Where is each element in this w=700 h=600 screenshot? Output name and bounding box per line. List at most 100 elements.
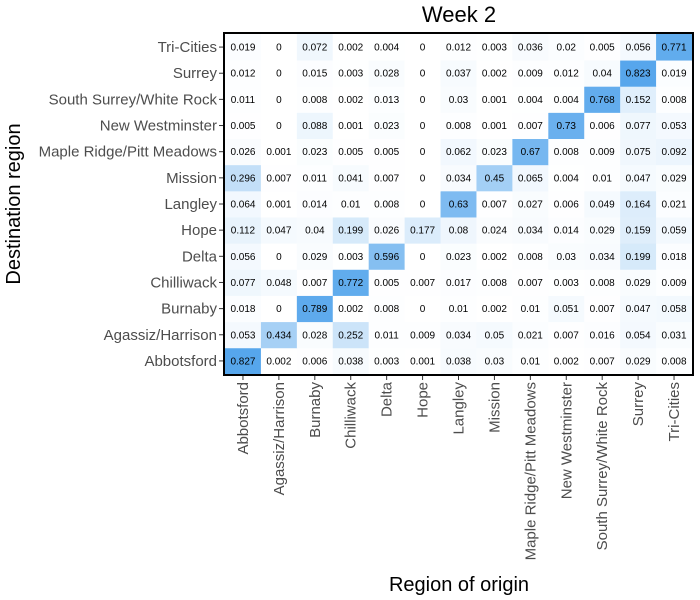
cell-value-label: 0.002 [338,43,363,54]
cell-value-label: 0.73 [557,121,577,132]
heatmap-cell [656,295,693,323]
cell-value-label: 0.011 [303,173,328,184]
heatmap-cell [404,347,441,375]
heatmap-cell [476,164,513,192]
cell-value-label: 0 [420,95,426,106]
heatmap-cell [225,190,262,218]
cell-value-label: 0.008 [446,121,471,132]
cell-value-label: 0.047 [626,304,651,315]
heatmap-cell [548,321,585,349]
heatmap-cell [368,112,406,140]
y-axis-ticks: Abbotsford Agassiz/Harrison Burnaby Chilliw… [39,39,224,370]
heatmap-cell [260,112,298,140]
cell-value-label: 0.003 [374,356,399,367]
heatmap-cell [404,269,441,296]
heatmap-cell [548,112,585,140]
heatmap-cell [620,34,657,61]
x-tick-label: South Surrey/White Rock [594,382,611,551]
cell-value-label: 0.008 [662,356,687,367]
heatmap-cell [260,164,298,192]
heatmap-cell [404,112,441,140]
y-tick-label: Maple Ridge/Pitt Meadows [39,144,217,161]
cell-value-label: 0.029 [590,226,615,237]
y-tick-label: Surrey [173,65,218,82]
y-tick-label: Agassiz/Harrison [104,327,217,344]
cell-value-label: 0.03 [485,356,505,367]
cell-value-label: 0.003 [554,278,579,289]
heatmap-cell [332,295,370,323]
cell-value-label: 0.005 [590,43,615,54]
cell-value-label: 0.002 [482,252,507,263]
heatmap-cell [296,269,334,296]
heatmap-cell-labels: 0.827 0.002 0.006 0.038 0.003 0.001 0.038 0.03 0… [230,43,687,368]
cell-value-label: 0.199 [626,252,651,263]
cell-value-label: 0.024 [482,226,507,237]
cell-value-label: 0.434 [266,330,291,341]
heatmap-cell [548,217,585,244]
heatmap-cell [404,138,441,166]
heatmap-cell [584,347,621,375]
heatmap-cell [260,321,298,349]
x-tick-label: Hope [415,382,432,418]
cell-value-label: 0.007 [302,278,327,289]
x-tick-label: Abbotsford [235,382,252,455]
heatmap-cell [404,60,441,87]
y-axis-label: Destination region [3,123,25,284]
cell-value-label: 0.252 [338,330,363,341]
cell-value-label: 0.036 [518,43,543,54]
heatmap-cell [584,190,621,218]
cell-value-label: 0.08 [449,226,469,237]
cell-value-label: 0.053 [230,330,255,341]
heatmap-cell [260,217,298,244]
heatmap-cell [584,34,621,61]
heatmap-cell [404,34,441,61]
y-tick-label: Burnaby [161,301,217,318]
heatmap-cell [332,217,370,244]
cell-value-label: 0.026 [230,147,255,158]
heatmap-cell [368,60,406,87]
x-tick-label: Maple Ridge/Pitt Meadows [522,382,539,560]
cell-value-label: 0.011 [375,330,400,341]
cell-value-label: 0.008 [302,95,327,106]
y-tick-label: Tri-Cities [158,39,217,56]
x-tick-label: Delta [379,381,396,417]
cell-value-label: 0.01 [521,356,541,367]
cell-value-label: 0 [420,200,426,211]
cell-value-label: 0.002 [482,69,507,80]
x-axis-ticks: Abbotsford Agassiz/Harrison Burnaby Chilliw… [235,375,683,560]
heatmap-cell [260,295,298,323]
heatmap-cell [296,138,334,166]
heatmap-cell [225,86,262,113]
heatmap-cell [440,269,477,296]
heatmap-cell [584,269,621,296]
heatmap-cell [332,269,370,296]
heatmap-cell [440,243,477,270]
cell-value-label: 0.007 [518,121,543,132]
cell-value-label: 0.014 [554,226,579,237]
heatmap-cell [656,86,693,113]
heatmap-cell [548,164,585,192]
heatmap-cell [225,34,262,61]
cell-value-label: 0.023 [482,147,507,158]
cell-value-label: 0.013 [374,95,399,106]
y-tick-label: Hope [181,222,217,239]
cell-value-label: 0.159 [626,226,651,237]
cell-value-label: 0 [420,121,426,132]
heatmap-cell [476,347,513,375]
heatmap-cell [656,34,693,61]
cell-value-label: 0.009 [518,69,543,80]
cell-value-label: 0.003 [338,69,363,80]
cell-value-label: 0.004 [554,95,579,106]
cell-value-label: 0.007 [482,200,507,211]
heatmap-cell [620,269,657,296]
heatmap-cell [404,321,441,349]
heatmap-cell [440,138,477,166]
cell-value-label: 0.028 [374,69,399,80]
heatmap-cell [512,60,549,87]
cell-value-label: 0.006 [554,200,579,211]
cell-value-label: 0.016 [590,330,615,341]
heatmap-cell [260,138,298,166]
heatmap-cell [512,269,549,296]
cell-value-label: 0.048 [266,278,291,289]
cell-value-label: 0 [276,69,282,80]
